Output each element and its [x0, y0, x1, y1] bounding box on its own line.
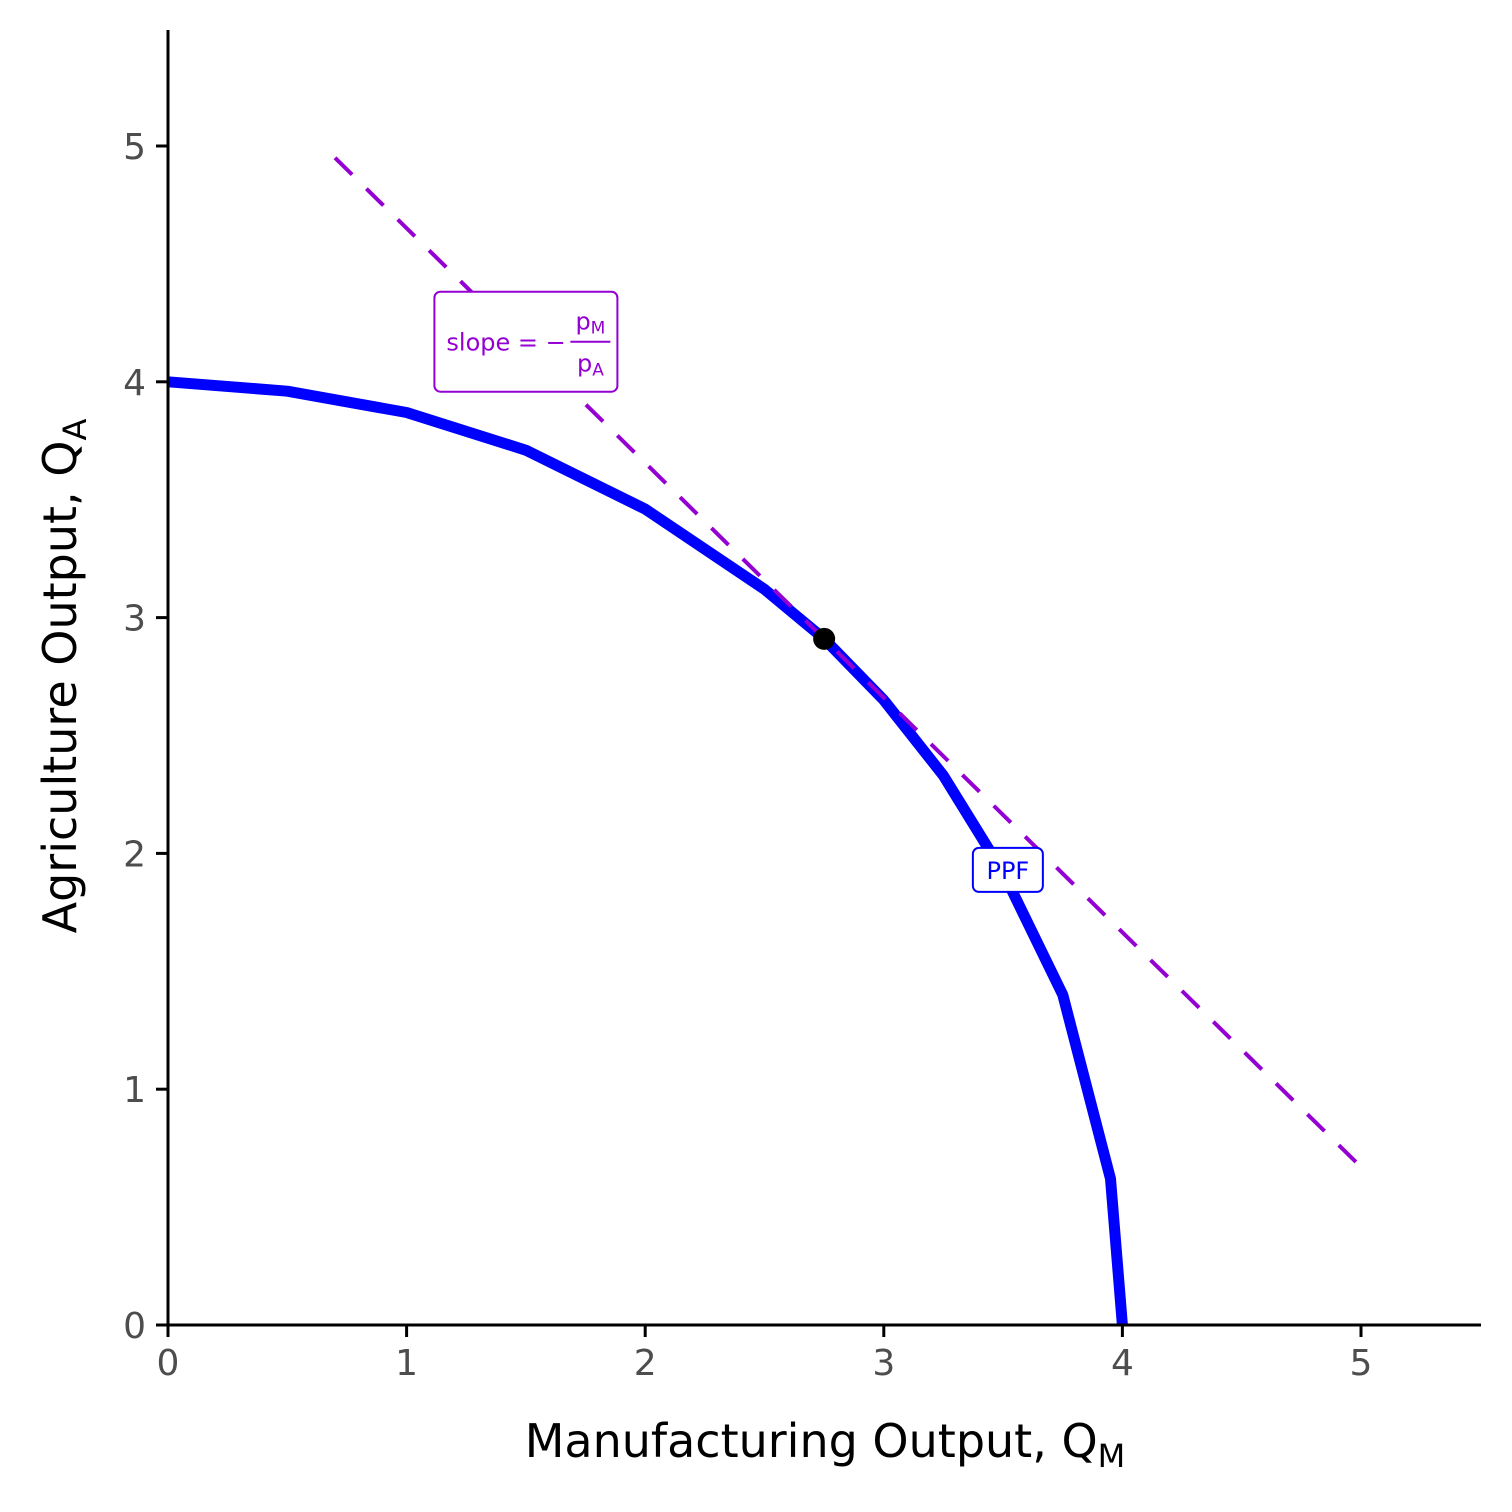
y-tick-label-3: 3 — [123, 599, 146, 640]
ppf-label-box — [971, 846, 1044, 893]
tangency-point — [813, 627, 836, 650]
y-tick-label-2: 2 — [123, 834, 146, 875]
x-axis-title: Manufacturing Output, QM — [525, 1414, 1126, 1475]
x-axis-title-main: Manufacturing Output, Q — [525, 1414, 1098, 1468]
y-axis-title: Agriculture Output, QA — [33, 419, 94, 934]
y-axis-title-sub: A — [56, 419, 94, 441]
y-axis-title-main: Agriculture Output, Q — [33, 441, 87, 934]
x-tick-label-4: 4 — [1111, 1343, 1134, 1384]
x-tick-label-3: 3 — [872, 1343, 895, 1384]
slope-label-text: slope = − — [446, 329, 565, 357]
x-axis-ticks: 0 1 2 3 4 5 — [157, 1325, 1373, 1384]
x-tick-label-5: 5 — [1350, 1343, 1373, 1384]
y-tick-label-5: 5 — [123, 127, 146, 168]
ppf-label: PPF — [986, 857, 1029, 885]
slope-numerator: pM — [575, 308, 605, 339]
y-tick-label-0: 0 — [123, 1306, 146, 1347]
y-axis-ticks: 0 1 2 3 4 5 — [123, 127, 168, 1347]
x-axis-title-sub: M — [1098, 1437, 1126, 1475]
slope-label-box — [433, 290, 619, 393]
x-tick-label-1: 1 — [395, 1343, 418, 1384]
y-tick-label-4: 4 — [123, 363, 146, 404]
x-tick-label-2: 2 — [634, 1343, 657, 1384]
y-tick-label-1: 1 — [123, 1070, 146, 1111]
x-tick-label-0: 0 — [157, 1343, 180, 1384]
slope-denominator: pA — [577, 350, 604, 381]
annotation-layer: PPF slope = − pM pA — [433, 290, 1044, 893]
point-layer — [813, 627, 836, 650]
